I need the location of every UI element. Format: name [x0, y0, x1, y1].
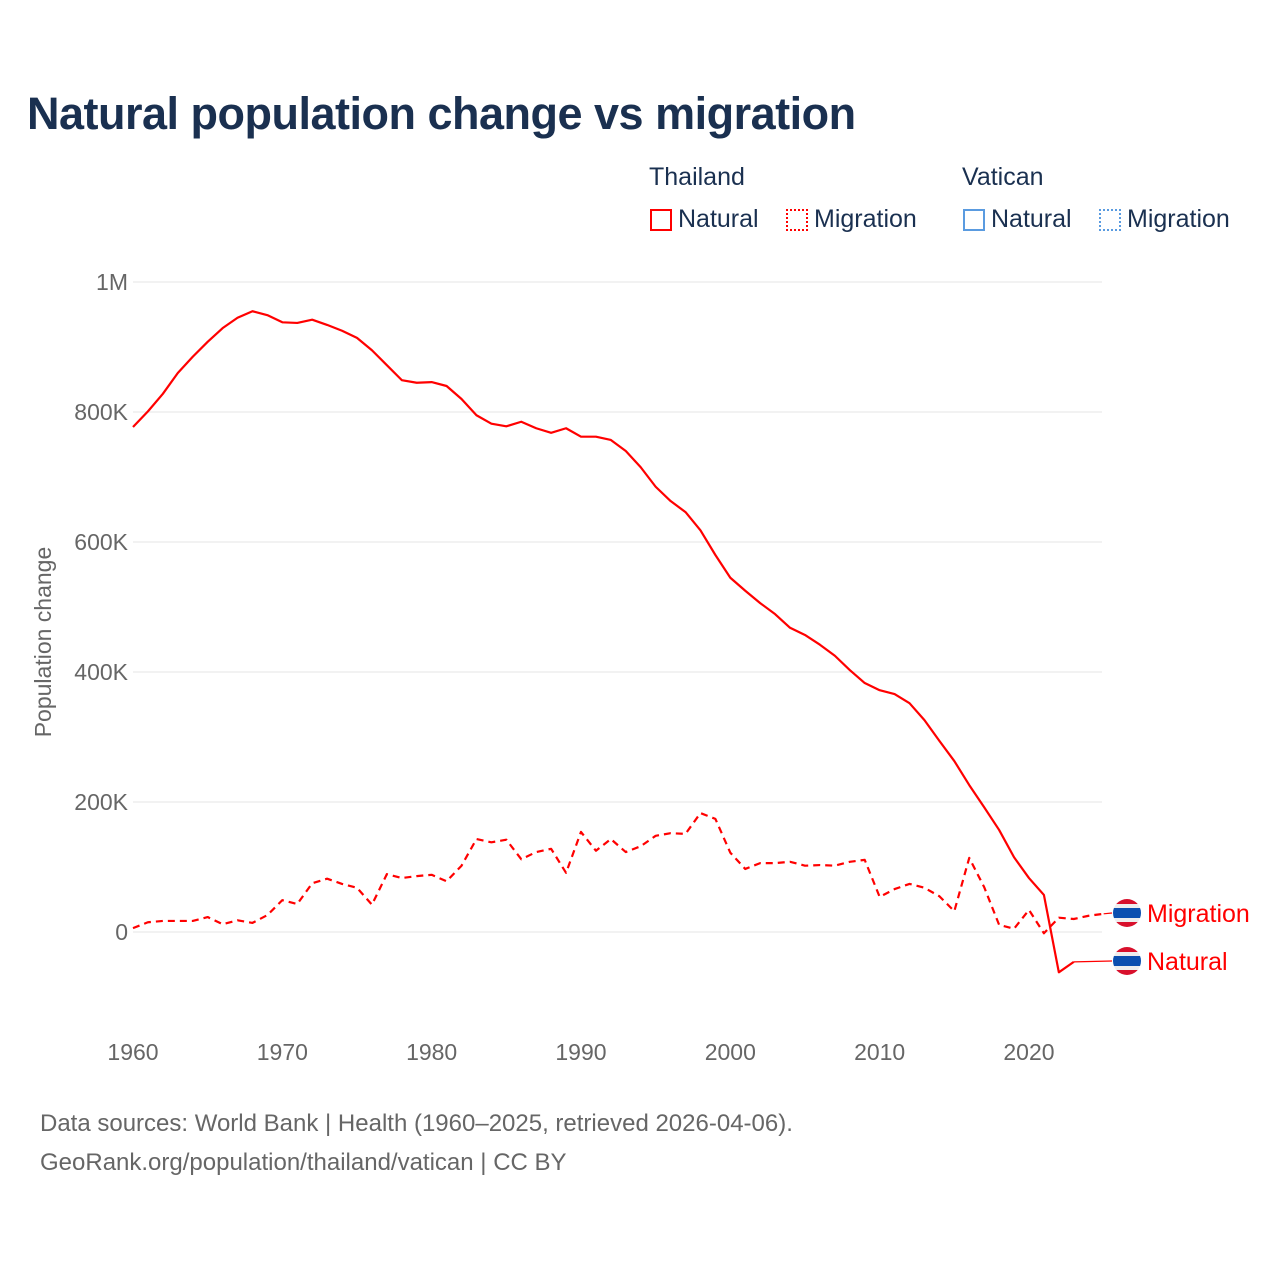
dotted-swatch-icon [1099, 208, 1121, 231]
y-tick-label: 800K [74, 399, 128, 425]
y-tick-label: 600K [74, 529, 128, 555]
chart-title: Natural population change vs migration [27, 88, 856, 139]
thailand-flag-icon [1113, 947, 1141, 975]
legend-thailand-migration[interactable]: Migration [786, 205, 917, 234]
legend-thailand-natural[interactable]: Natural [650, 205, 759, 234]
x-tick-label: 2000 [705, 1039, 756, 1065]
y-tick-label: 1M [96, 269, 128, 295]
x-tick-label: 1990 [555, 1039, 606, 1065]
solid-swatch-icon [650, 208, 672, 231]
legend-vatican-migration[interactable]: Migration [1099, 205, 1230, 234]
series-end-label: Natural [1147, 948, 1228, 976]
y-tick-label: 0 [115, 919, 128, 945]
y-axis-label: Population change [30, 547, 56, 738]
series-end-label: Migration [1147, 900, 1250, 928]
x-tick-label: 1960 [107, 1039, 158, 1065]
dotted-swatch-icon [786, 208, 808, 231]
legend-group-thailand: Thailand [649, 163, 745, 191]
x-tick-label: 1980 [406, 1039, 457, 1065]
footer-link[interactable]: GeoRank.org/population/thailand/vatican … [40, 1149, 567, 1176]
legend-label: Natural [991, 205, 1072, 233]
x-tick-label: 1970 [257, 1039, 308, 1065]
x-tick-label: 2020 [1003, 1039, 1054, 1065]
legend-label: Migration [814, 205, 917, 233]
legend-label: Migration [1127, 205, 1230, 233]
series-line-natural [132, 310, 1075, 974]
legend-vatican-natural[interactable]: Natural [963, 205, 1072, 234]
series-line-migration [132, 811, 1104, 935]
label-connector [1103, 912, 1113, 915]
label-connector [1073, 960, 1113, 963]
footer-sources: Data sources: World Bank | Health (1960–… [40, 1110, 793, 1137]
solid-swatch-icon [963, 208, 985, 231]
y-tick-label: 400K [74, 659, 128, 685]
x-tick-label: 2010 [854, 1039, 905, 1065]
y-tick-label: 200K [74, 789, 128, 815]
legend-label: Natural [678, 205, 759, 233]
legend-group-vatican: Vatican [962, 163, 1044, 191]
thailand-flag-icon [1113, 899, 1141, 927]
